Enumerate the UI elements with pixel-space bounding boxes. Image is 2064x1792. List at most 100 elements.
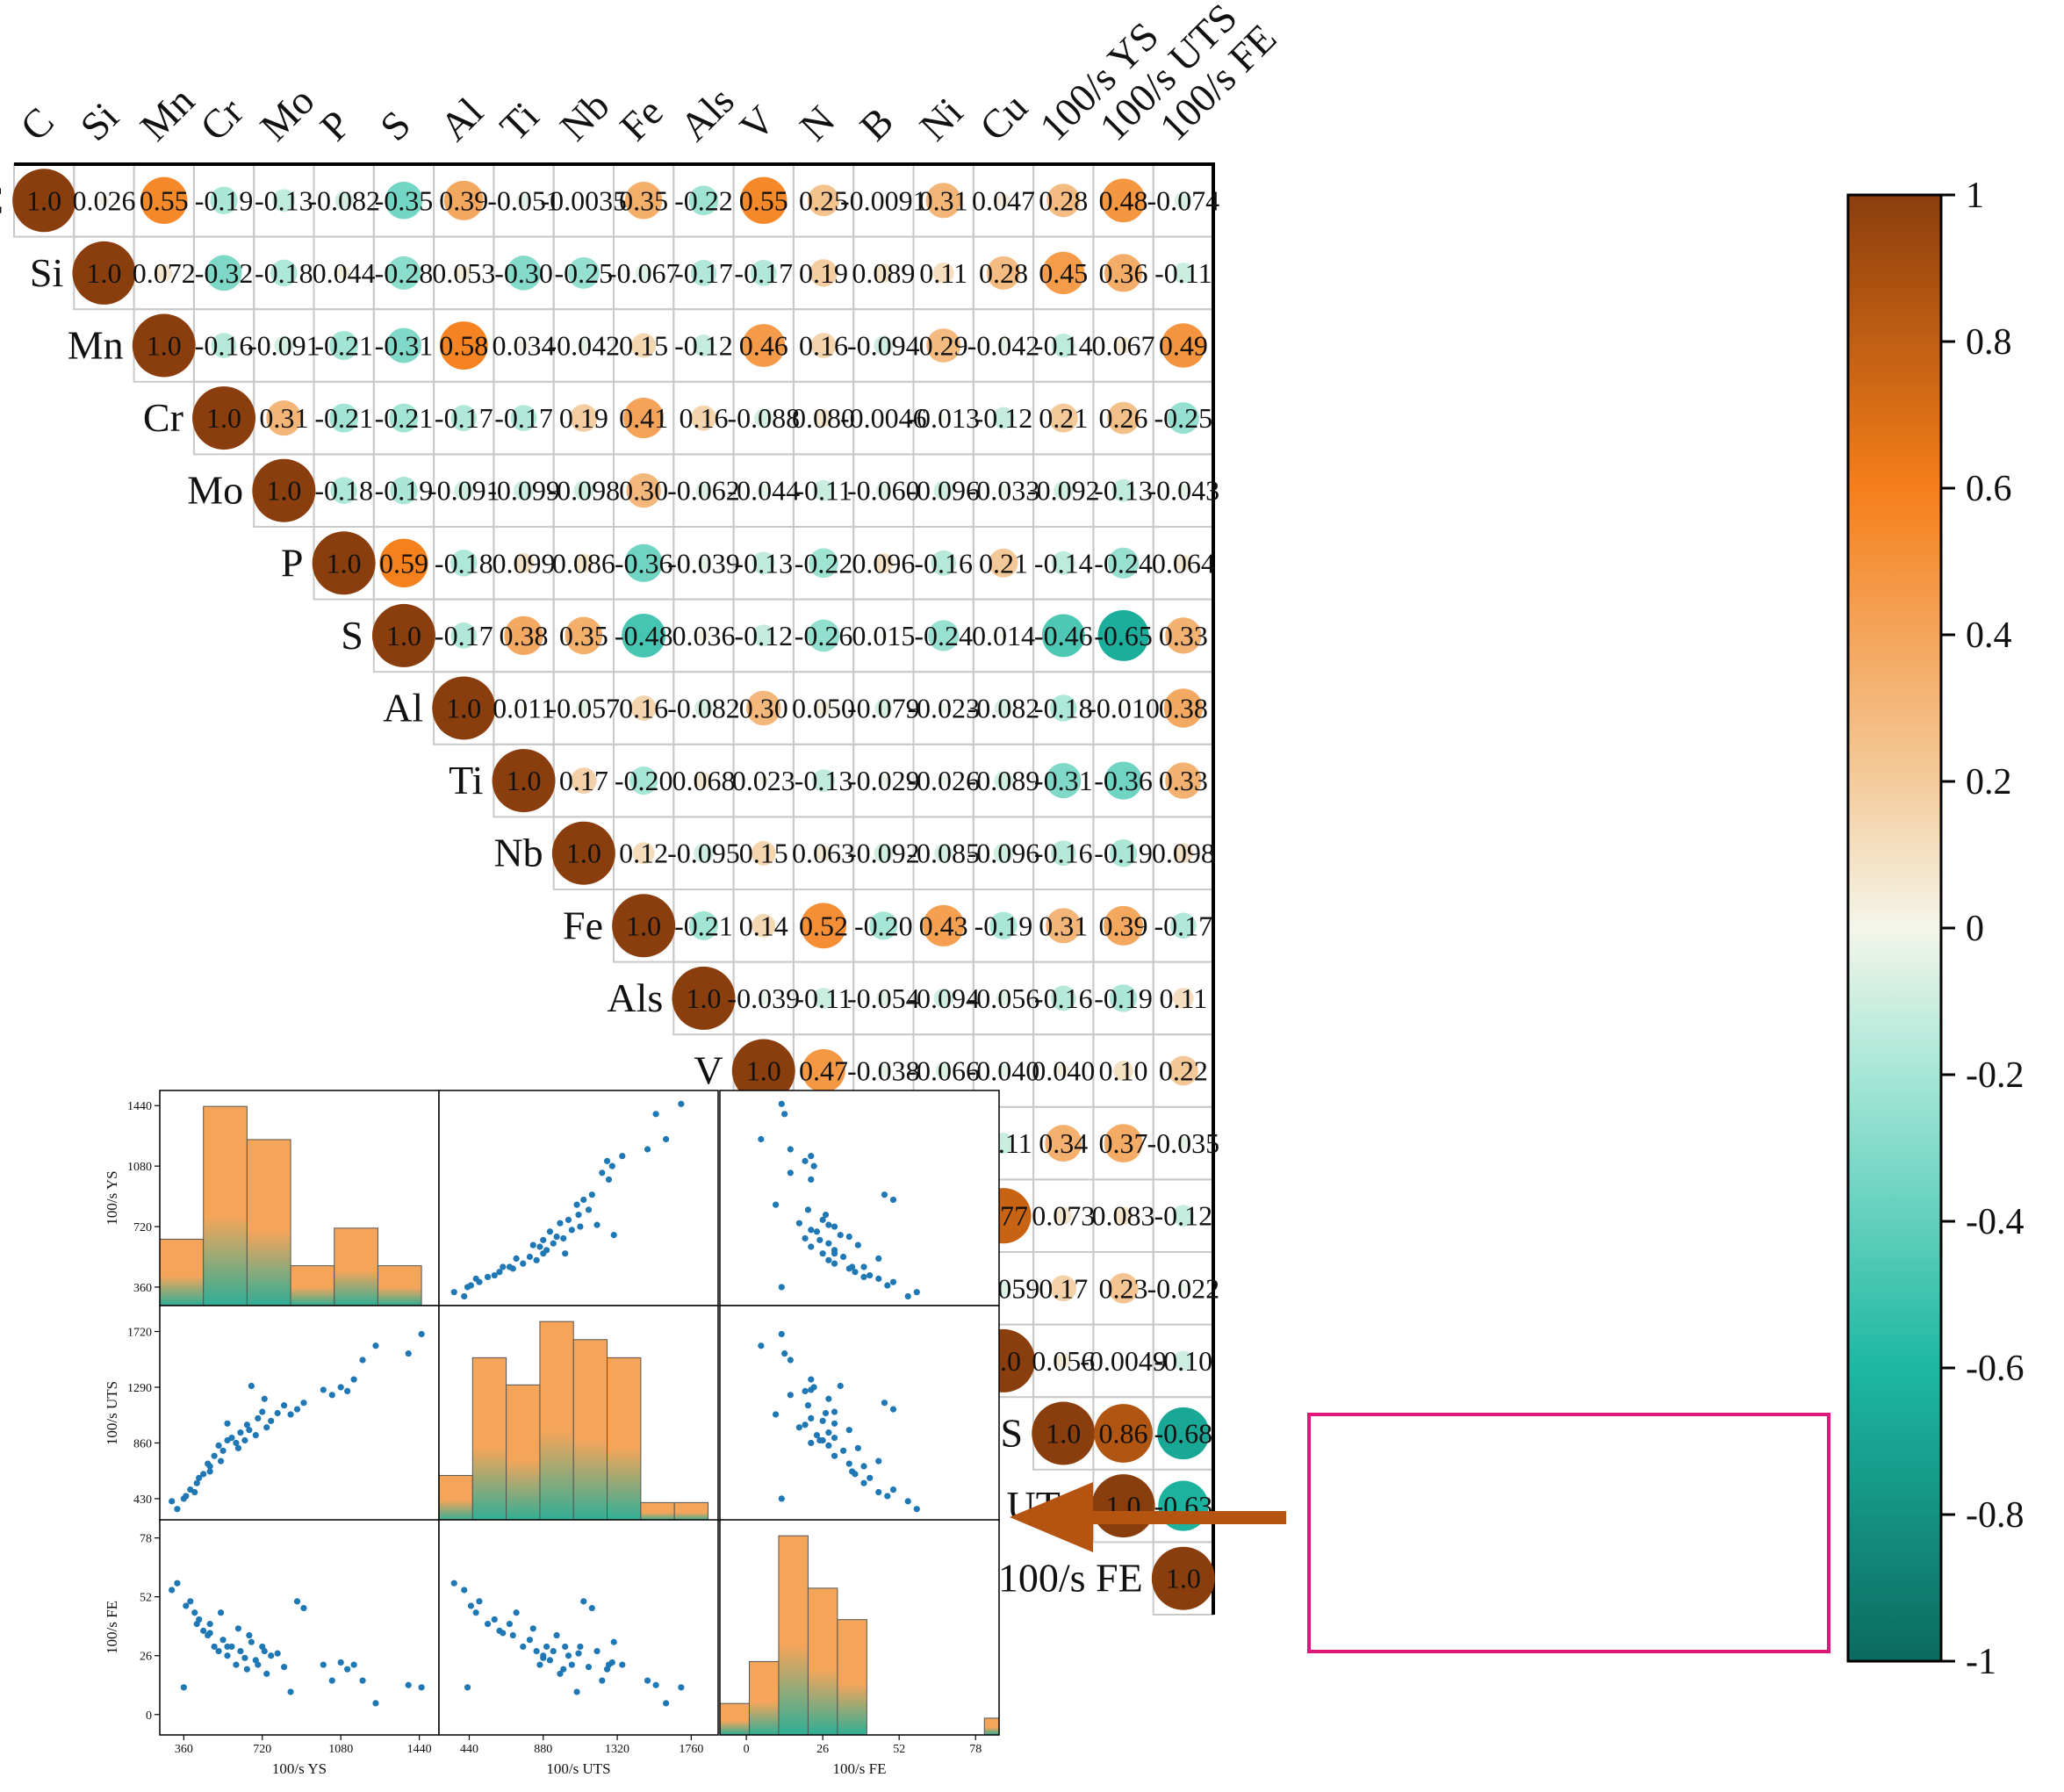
corr-value: 0.10 [1099,1055,1148,1087]
corr-circle-ti-als [695,772,712,789]
x-tick-label: 0 [744,1743,750,1756]
corr-circle-s-nb [565,616,603,655]
corr-circle-mn-mo [274,335,294,356]
scatter-point [344,1387,351,1395]
row-label-nb: Nb [493,831,543,875]
corr-circle-v-n [802,1048,845,1093]
corr-circle-mo-cu [997,485,1010,497]
corr-circle-b-100-s-ys [1054,1206,1072,1225]
corr-value: 0.014 [972,620,1035,651]
corr-value: -0.092 [1027,475,1100,507]
corr-circle-nb-fe [632,842,655,865]
scatter-point [281,1402,288,1409]
scatter-point [831,1434,838,1442]
scatter-point [867,1271,874,1279]
scatter-point [215,1442,222,1449]
scatter-point [467,1602,474,1609]
arrow-head [1010,1482,1093,1552]
histogram-bar [246,1139,291,1306]
scatter-point [263,1670,270,1677]
column-label-c: C [11,98,62,149]
scatter-point [206,1463,213,1470]
corr-circle-al-v [746,690,781,726]
column-label-ni: Ni [911,89,972,149]
scatter-point [758,1135,765,1143]
corr-value: -0.12 [1154,1200,1213,1232]
corr-value: -0.25 [1154,402,1213,434]
corr-value: 0.31 [1039,910,1088,941]
corr-value: 0.48 [1099,184,1148,216]
row-label-mn: Mn [68,323,124,368]
scatter-point [619,1661,626,1668]
corr-circle-p-ni [931,550,957,576]
x-axis-label: 100/s UTS [546,1760,610,1777]
corr-circle-n-100-s-uts [1104,1124,1143,1162]
scatter-point [778,1284,785,1291]
scatter-point [234,1625,242,1632]
corr-value: -0.30 [494,257,553,289]
scatter-point [206,1621,213,1628]
scatter-point [588,1191,595,1198]
corr-value: 0.25 [799,184,848,216]
colorbar-tick-label: -0.8 [1966,1495,2024,1536]
corr-circle-ti-ni [938,775,949,786]
corr-circle-s-n [807,619,840,652]
corr-value: 0.073 [1032,1200,1095,1232]
corr-value: 0.39 [1099,910,1148,941]
corr-value: 0.52 [799,910,848,941]
scatter-point [219,1637,227,1644]
corr-circle-c-n [808,184,840,217]
corr-value: 0.16 [799,330,848,362]
corr-circle-mn-nb [577,339,591,352]
scatter-point [808,1439,815,1447]
scatter-point [372,1700,379,1707]
corr-circle-c-ti [516,193,531,208]
corr-circle-si-nb [567,256,600,289]
corr-circle-s-100-s-uts [1097,609,1149,661]
scatter-point [259,1408,266,1415]
colorbar-tick-label: -0.6 [1966,1349,2024,1389]
scatter-point [802,1421,809,1429]
corr-circle-si-mn [155,264,173,282]
scatter-point [248,1382,255,1390]
corr-circle-nb-v [751,840,776,866]
scatter-point [808,1414,815,1422]
scatter-point [795,1220,802,1227]
x-tick-label: 720 [253,1743,271,1756]
scatter-point [860,1273,867,1281]
corr-circle-cr-p [329,403,359,433]
scatter-point [875,1275,882,1282]
corr-circle-mo-ni [933,480,953,500]
corr-circle-s-100-s-fe [1165,617,1202,654]
x-axis-label: 100/s YS [272,1760,327,1777]
histogram-bar [290,1265,335,1306]
scatter-point [889,1406,897,1413]
pair-panel-100-s-ys-vs-100-s-fe [719,1090,1000,1306]
scatter-point [808,1153,815,1160]
corr-circle-ti-fe [629,766,658,795]
row-label-ti: Ti [449,758,483,802]
scatter-point [467,1282,474,1289]
row-label-al: Al [383,686,423,730]
histogram-bar [334,1227,378,1306]
corr-circle-nb-n [816,845,832,861]
corr-circle-ti-n [812,769,836,793]
colorbar-tick-label: 0.6 [1966,469,2012,509]
y-tick-label: 0 [146,1709,152,1723]
scatter-point [506,1263,514,1270]
scatter-point [526,1637,534,1644]
scatter-point [904,1498,911,1505]
pair-panel-100-s-uts-vs-100-s-uts [438,1305,719,1522]
corr-circle-als-als [672,966,736,1030]
scatter-point [831,1223,838,1230]
colorbar-tick-label: 0.8 [1966,322,2012,363]
corr-value: -0.042 [967,330,1040,362]
corr-value: 1.0 [1046,1418,1081,1450]
scatter-point [816,1436,823,1444]
corr-value: 0.050 [792,693,855,724]
corr-value: 0.21 [1039,402,1088,434]
pair-panel-100-s-ys-vs-100-s-uts [438,1090,719,1306]
corr-value: 0.064 [1152,547,1215,579]
corr-value: 0.58 [439,330,488,362]
corr-circle-si-100-s-ys [1042,251,1085,295]
